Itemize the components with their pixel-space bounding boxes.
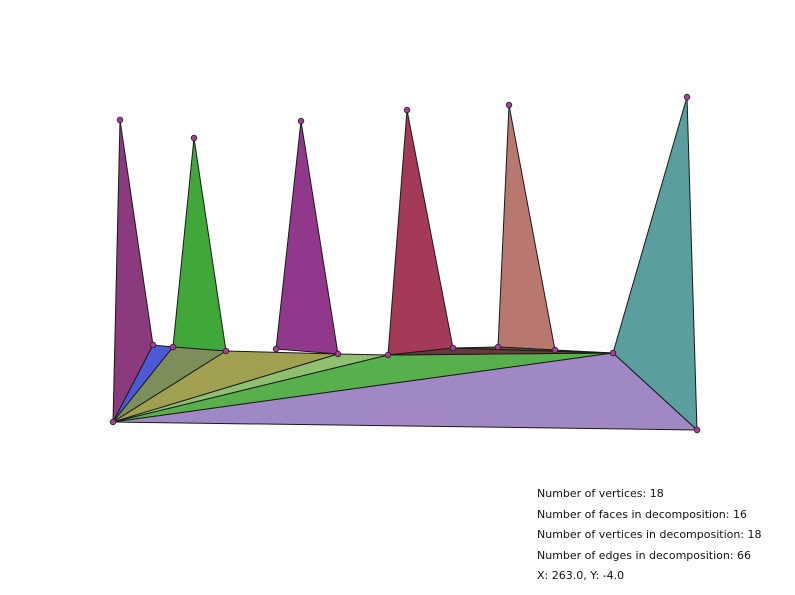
face-count-label: Number of faces in decomposition: 16 <box>537 507 747 521</box>
polygon-vertex[interactable] <box>403 106 411 114</box>
vertex-count-label: Number of vertices: 18 <box>537 487 664 500</box>
edge-count-label: Number of edges in decomposition: 66 <box>537 548 752 562</box>
decomposition-face <box>497 104 556 351</box>
polygon-vertex[interactable] <box>693 426 701 434</box>
polygon-vertex[interactable] <box>494 343 502 351</box>
polygon-vertex[interactable] <box>190 134 198 142</box>
polygon-vertex[interactable] <box>609 349 617 357</box>
polygon-vertex[interactable] <box>149 341 157 349</box>
polygon-vertex[interactable] <box>449 344 457 352</box>
decomposition-vertex-count-label: Number of vertices in decomposition: 18 <box>537 528 762 541</box>
decomposition-face <box>387 109 454 356</box>
polygon-vertex[interactable] <box>222 347 230 355</box>
polygon-vertices <box>109 93 701 434</box>
decomposition-face <box>172 137 227 352</box>
polygon-vertex[interactable] <box>505 101 513 109</box>
decomposition-face <box>112 352 698 431</box>
statistics-panel: Number of vertices: 18 Number of faces i… <box>537 484 762 587</box>
polygon-vertex[interactable] <box>169 343 177 351</box>
cursor-coordinates-label: X: 263.0, Y: -4.0 <box>537 569 625 582</box>
decomposition-face <box>275 120 339 355</box>
polygon-vertex[interactable] <box>116 116 124 124</box>
polygon-vertex[interactable] <box>297 117 305 125</box>
polygon-vertex[interactable] <box>551 346 559 354</box>
polygon-vertex[interactable] <box>384 351 392 359</box>
polygon-vertex[interactable] <box>272 345 280 353</box>
polygon-vertex[interactable] <box>109 418 117 426</box>
decomposition-faces <box>112 96 698 431</box>
polygon-vertex[interactable] <box>683 93 691 101</box>
polygon-vertex[interactable] <box>334 350 342 358</box>
